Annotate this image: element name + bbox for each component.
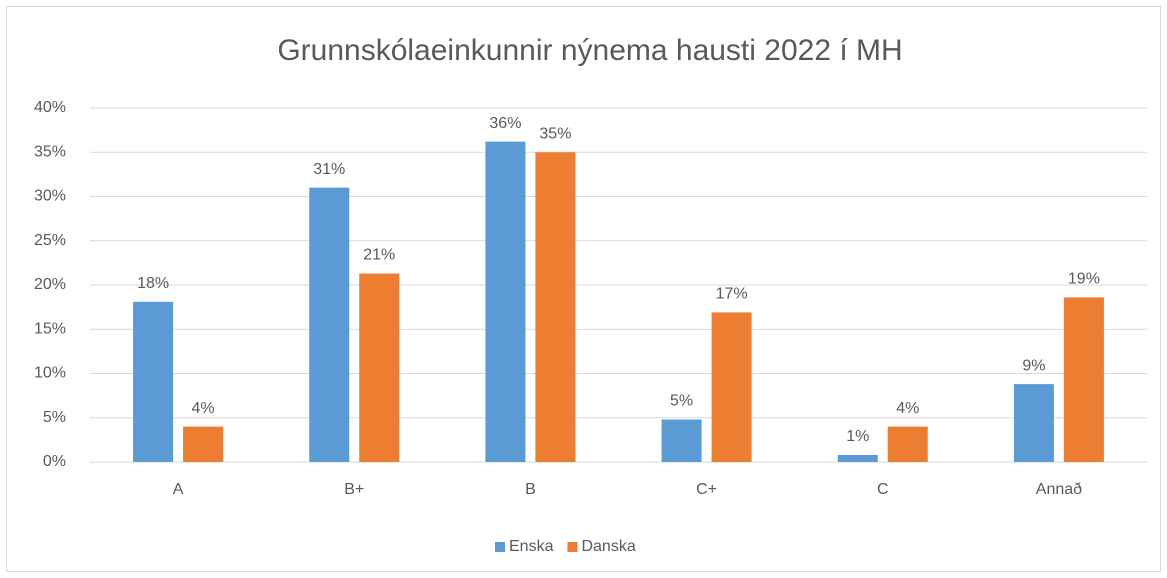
data-label: 4% xyxy=(896,400,919,417)
data-label: 36% xyxy=(489,115,521,132)
data-label: 5% xyxy=(670,393,693,410)
bar xyxy=(1013,384,1054,462)
y-tick-label: 0% xyxy=(43,453,66,470)
data-label: 31% xyxy=(313,161,345,178)
x-tick-label: C+ xyxy=(696,481,717,498)
bar xyxy=(309,187,350,462)
data-label: 1% xyxy=(846,428,869,445)
x-tick-label: Annað xyxy=(1036,481,1082,498)
bar xyxy=(359,273,400,462)
chart-border xyxy=(6,6,1161,572)
y-tick-label: 10% xyxy=(34,365,66,382)
x-tick-label: B xyxy=(525,481,536,498)
bar xyxy=(661,419,702,462)
bar xyxy=(1063,297,1104,462)
bar xyxy=(485,141,526,462)
bar xyxy=(711,312,752,462)
legend-label: Enska xyxy=(509,538,554,555)
y-tick-label: 35% xyxy=(34,143,66,160)
legend-swatch xyxy=(567,542,578,552)
x-tick-label: A xyxy=(173,481,184,498)
data-label: 17% xyxy=(716,286,748,303)
y-tick-label: 25% xyxy=(34,232,66,249)
bar xyxy=(535,152,576,462)
legend-swatch xyxy=(495,542,505,552)
legend-label: Danska xyxy=(581,538,635,555)
bar xyxy=(887,426,928,462)
data-label: 18% xyxy=(137,275,169,292)
y-tick-label: 30% xyxy=(34,188,66,205)
chart-title: Grunnskólaeinkunnir nýnema hausti 2022 í… xyxy=(277,34,902,67)
data-label: 4% xyxy=(192,400,215,417)
y-tick-label: 40% xyxy=(34,99,66,116)
data-label: 9% xyxy=(1022,357,1045,374)
y-tick-label: 5% xyxy=(43,409,66,426)
bar xyxy=(133,301,174,462)
x-tick-label: B+ xyxy=(344,481,364,498)
bar xyxy=(183,426,224,462)
y-tick-label: 20% xyxy=(34,276,66,293)
x-tick-label: C xyxy=(877,481,889,498)
data-label: 21% xyxy=(363,247,395,264)
bar xyxy=(837,454,878,462)
data-label: 35% xyxy=(539,125,571,142)
data-label: 19% xyxy=(1068,271,1100,288)
y-tick-label: 15% xyxy=(34,320,66,337)
